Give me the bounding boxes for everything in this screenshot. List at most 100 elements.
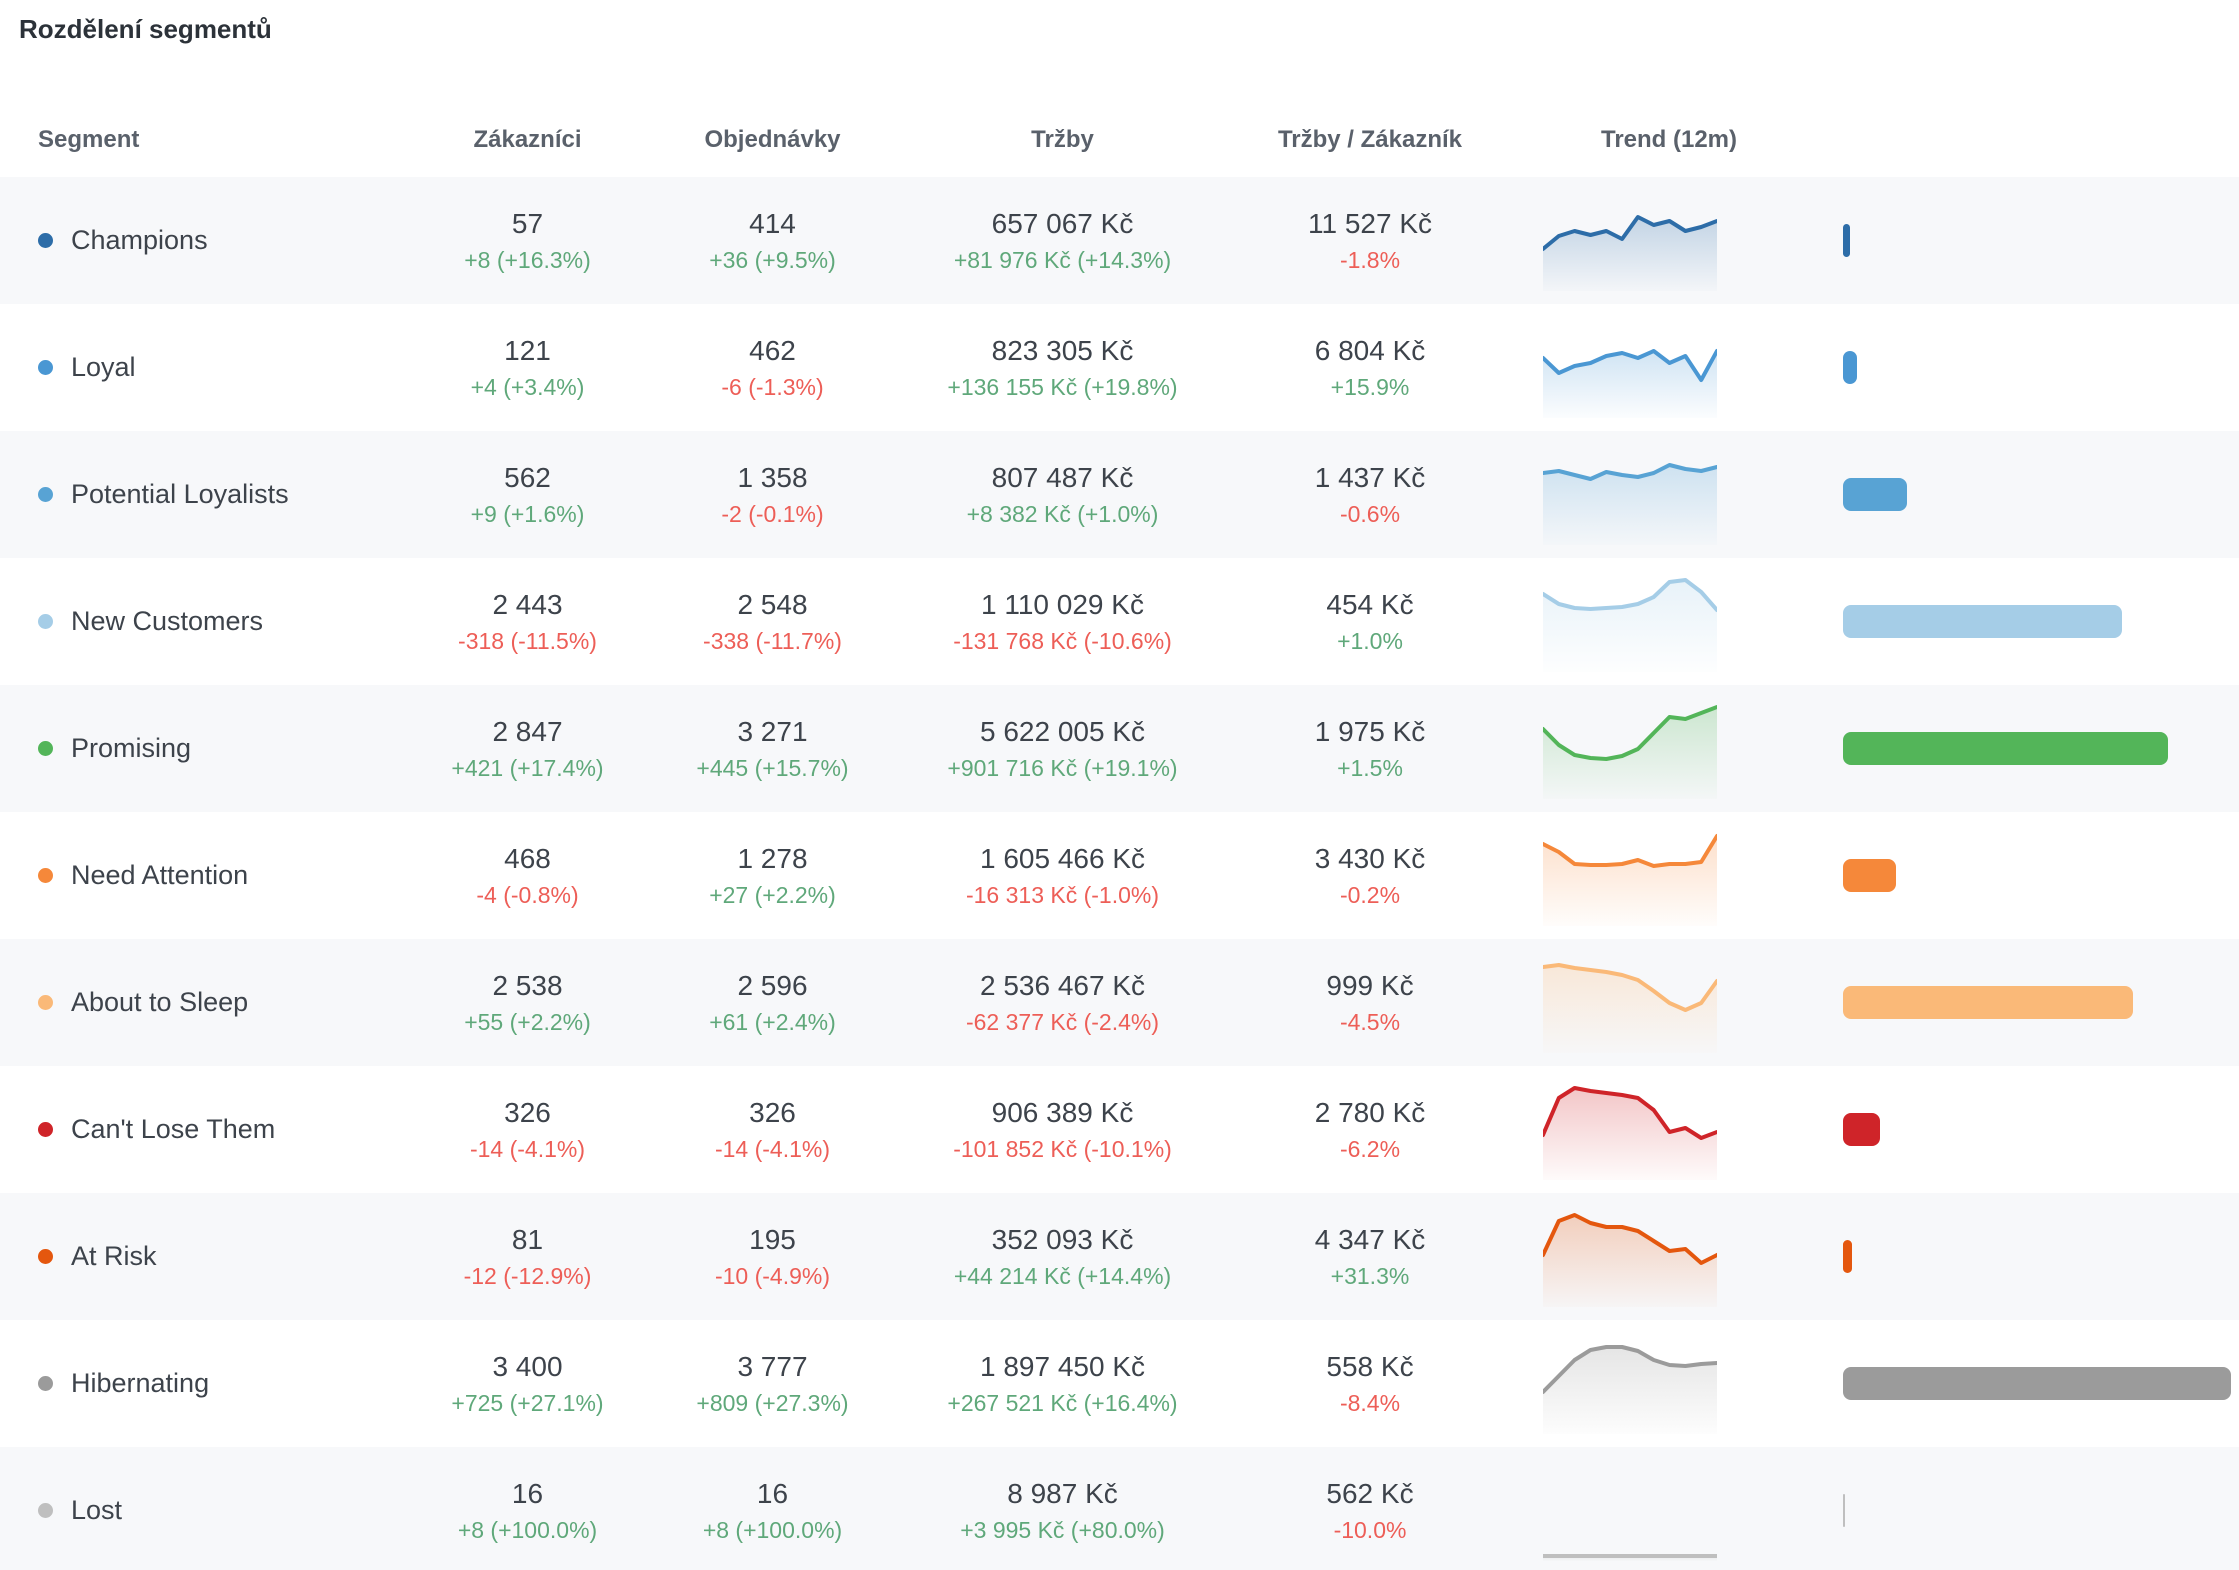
orders-cell: 1 358 -2 (-0.1%) (665, 462, 880, 528)
revenue-per-customer-cell: 1 975 Kč +1.5% (1245, 716, 1495, 782)
revenue-per-customer-delta: -0.6% (1339, 500, 1401, 527)
orders-delta: +36 (+9.5%) (709, 246, 836, 273)
segment-row-hibernating[interactable]: Hibernating 3 400 +725 (+27.1%) 3 777 +8… (0, 1320, 2239, 1447)
segment-row-new-customers[interactable]: New Customers 2 443 -318 (-11.5%) 2 548 … (0, 558, 2239, 685)
segment-size-cell (1843, 1113, 2239, 1146)
segment-color-dot (38, 1503, 53, 1518)
customers-delta: +9 (+1.6%) (470, 500, 585, 527)
trend-cell (1495, 953, 1843, 1053)
customers-delta: -12 (-12.9%) (463, 1262, 592, 1289)
revenue-per-customer-cell: 999 Kč -4.5% (1245, 970, 1495, 1036)
revenue-cell: 823 305 Kč +136 155 Kč (+19.8%) (880, 335, 1245, 401)
customers-cell: 81 -12 (-12.9%) (390, 1224, 665, 1290)
segment-size-cell (1843, 859, 2239, 892)
revenue-per-customer-value: 1 975 Kč (1314, 715, 1426, 747)
segment-size-cell (1843, 1240, 2239, 1273)
segment-row-loyal[interactable]: Loyal 121 +4 (+3.4%) 462 -6 (-1.3%) 823 … (0, 304, 2239, 431)
revenue-cell: 8 987 Kč +3 995 Kč (+80.0%) (880, 1478, 1245, 1544)
segment-row-about-to-sleep[interactable]: About to Sleep 2 538 +55 (+2.2%) 2 596 +… (0, 939, 2239, 1066)
trend-cell (1495, 1080, 1843, 1180)
segment-size-bar (1843, 224, 1850, 257)
segment-cell: Lost (0, 1495, 390, 1526)
customers-cell: 2 538 +55 (+2.2%) (390, 970, 665, 1036)
segment-label: Hibernating (71, 1368, 210, 1398)
revenue-delta: -16 313 Kč (-1.0%) (965, 881, 1160, 908)
revenue-per-customer-value: 454 Kč (1326, 588, 1414, 620)
orders-cell: 1 278 +27 (+2.2%) (665, 843, 880, 909)
trend-cell (1495, 572, 1843, 672)
segment-label: Loyal (71, 352, 136, 382)
revenue-per-customer-value: 1 437 Kč (1314, 461, 1426, 493)
revenue-per-customer-delta: -0.2% (1339, 881, 1401, 908)
segment-cell: Potential Loyalists (0, 479, 390, 510)
orders-value: 195 (749, 1223, 796, 1255)
segment-size-bar (1843, 1367, 2231, 1400)
trend-sparkline (1543, 1344, 1717, 1434)
revenue-value: 807 487 Kč (991, 461, 1134, 493)
customers-delta: -318 (-11.5%) (458, 627, 597, 654)
revenue-cell: 1 605 466 Kč -16 313 Kč (-1.0%) (880, 843, 1245, 909)
customers-cell: 2 847 +421 (+17.4%) (390, 716, 665, 782)
revenue-per-customer-delta: -6.2% (1339, 1135, 1401, 1162)
segment-label: Can't Lose Them (71, 1114, 276, 1144)
customers-value: 2 538 (492, 969, 563, 1001)
segment-color-dot (38, 233, 53, 248)
orders-delta: -14 (-4.1%) (714, 1135, 831, 1162)
segment-size-bar (1843, 732, 2168, 765)
segment-row-need-attention[interactable]: Need Attention 468 -4 (-0.8%) 1 278 +27 … (0, 812, 2239, 939)
customers-value: 57 (511, 207, 544, 239)
revenue-per-customer-value: 562 Kč (1326, 1477, 1414, 1509)
segment-row-champions[interactable]: Champions 57 +8 (+16.3%) 414 +36 (+9.5%)… (0, 177, 2239, 304)
orders-value: 414 (749, 207, 796, 239)
segment-color-dot (38, 360, 53, 375)
revenue-per-customer-delta: +15.9% (1330, 373, 1410, 400)
customers-value: 3 400 (492, 1350, 563, 1382)
orders-delta: -6 (-1.3%) (721, 373, 824, 400)
orders-value: 16 (756, 1477, 789, 1509)
column-header-revenue-per-customer: Tržby / Zákazník (1277, 126, 1463, 153)
revenue-per-customer-value: 6 804 Kč (1314, 334, 1426, 366)
revenue-cell: 5 622 005 Kč +901 716 Kč (+19.1%) (880, 716, 1245, 782)
page-title: Rozdělení segmentů (19, 14, 272, 44)
segment-size-bar (1843, 1113, 1880, 1146)
revenue-per-customer-delta: +1.5% (1337, 754, 1403, 781)
segment-cell: Hibernating (0, 1368, 390, 1399)
revenue-per-customer-delta: -1.8% (1339, 246, 1401, 273)
customers-cell: 468 -4 (-0.8%) (390, 843, 665, 909)
segment-row-promising[interactable]: Promising 2 847 +421 (+17.4%) 3 271 +445… (0, 685, 2239, 812)
revenue-per-customer-value: 999 Kč (1326, 969, 1414, 1001)
segment-size-cell (1843, 605, 2239, 638)
segment-color-dot (38, 741, 53, 756)
orders-value: 3 271 (737, 715, 808, 747)
revenue-delta: -131 768 Kč (-10.6%) (953, 627, 1172, 654)
segments-table: Segment Zákazníci Objednávky Tržby Tržby… (0, 103, 2239, 1570)
orders-cell: 414 +36 (+9.5%) (665, 208, 880, 274)
column-header-revenue: Tržby (1031, 126, 1094, 153)
column-header-orders: Objednávky (704, 126, 841, 153)
segment-row-potential-loyalists[interactable]: Potential Loyalists 562 +9 (+1.6%) 1 358… (0, 431, 2239, 558)
revenue-value: 8 987 Kč (1007, 1477, 1118, 1509)
segment-row-lost[interactable]: Lost 16 +8 (+100.0%) 16 +8 (+100.0%) 8 9… (0, 1447, 2239, 1570)
segment-row-can-t-lose-them[interactable]: Can't Lose Them 326 -14 (-4.1%) 326 -14 … (0, 1066, 2239, 1193)
orders-cell: 195 -10 (-4.9%) (665, 1224, 880, 1290)
orders-cell: 3 777 +809 (+27.3%) (665, 1351, 880, 1417)
orders-cell: 2 548 -338 (-11.7%) (665, 589, 880, 655)
customers-value: 16 (511, 1477, 544, 1509)
revenue-cell: 657 067 Kč +81 976 Kč (+14.3%) (880, 208, 1245, 274)
segment-size-cell (1843, 1367, 2239, 1400)
segment-size-bar (1843, 986, 2133, 1019)
revenue-delta: +136 155 Kč (+19.8%) (947, 373, 1178, 400)
segment-cell: New Customers (0, 606, 390, 637)
segment-row-at-risk[interactable]: At Risk 81 -12 (-12.9%) 195 -10 (-4.9%) … (0, 1193, 2239, 1320)
segment-color-dot (38, 1376, 53, 1391)
orders-delta: +445 (+15.7%) (696, 754, 849, 781)
revenue-delta: +267 521 Kč (+16.4%) (947, 1389, 1178, 1416)
orders-value: 2 548 (737, 588, 808, 620)
trend-cell (1495, 445, 1843, 545)
revenue-per-customer-cell: 562 Kč -10.0% (1245, 1478, 1495, 1544)
revenue-cell: 807 487 Kč +8 382 Kč (+1.0%) (880, 462, 1245, 528)
orders-delta: +809 (+27.3%) (696, 1389, 849, 1416)
revenue-cell: 906 389 Kč -101 852 Kč (-10.1%) (880, 1097, 1245, 1163)
orders-cell: 16 +8 (+100.0%) (665, 1478, 880, 1544)
